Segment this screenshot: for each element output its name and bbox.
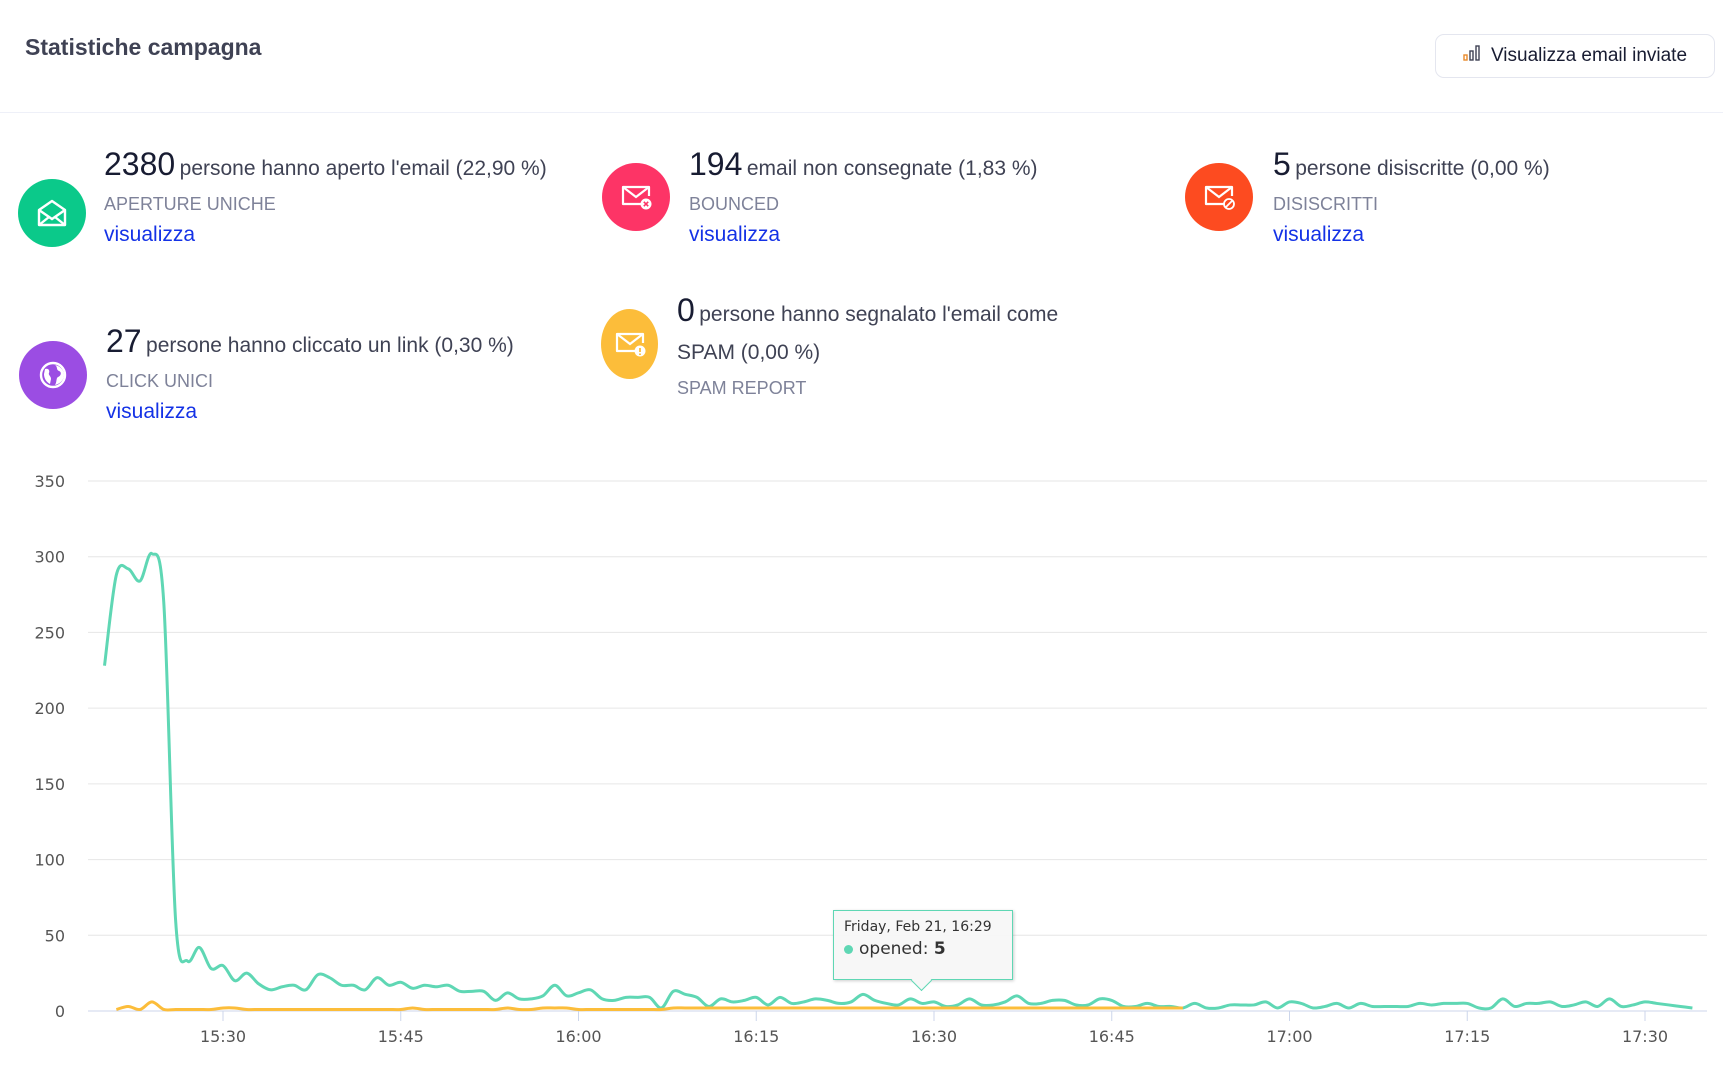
y-tick-label: 50 (45, 926, 65, 945)
x-tick-label: 15:30 (200, 1027, 246, 1046)
y-tick-label: 250 (34, 623, 65, 642)
mail-block-icon (1185, 163, 1253, 231)
clicks-view-link[interactable]: visualizza (106, 400, 198, 423)
tooltip-arrow (910, 969, 933, 992)
opens-view-link[interactable]: visualizza (104, 223, 196, 246)
series-dot-icon (844, 945, 853, 954)
unsubscribed-count: 5 (1273, 146, 1291, 182)
x-tick-label: 16:00 (555, 1027, 601, 1046)
clicks-description: persone hanno cliccato un link (0,30 %) (146, 334, 514, 357)
clicks-label: CLICK UNICI (106, 371, 214, 391)
bar-chart-icon (1463, 45, 1481, 67)
tooltip-title: Friday, Feb 21, 16:29 (844, 919, 992, 935)
view-sent-emails-label: Visualizza email inviate (1490, 45, 1688, 66)
mail-alert-icon (601, 309, 658, 379)
y-tick-label: 200 (34, 699, 65, 718)
view-sent-emails-button[interactable]: Visualizza email inviate (1435, 34, 1715, 78)
y-tick-label: 150 (34, 775, 65, 794)
x-tick-label: 17:15 (1444, 1027, 1490, 1046)
clicks-count: 27 (106, 323, 142, 359)
unsubscribed-description: persone disiscritte (0,00 %) (1295, 157, 1550, 180)
spam-label: SPAM REPORT (677, 378, 807, 398)
page-title: Statistiche campagna (25, 34, 262, 60)
series-2-line (115, 1000, 1183, 1012)
unsubscribed-label: DISISCRITTI (1273, 194, 1379, 214)
spam-count: 0 (677, 292, 695, 328)
x-tick-label: 17:00 (1266, 1027, 1312, 1046)
globe-icon (19, 341, 87, 409)
bounced-label: BOUNCED (689, 194, 780, 214)
bounced-description: email non consegnate (1,83 %) (746, 157, 1038, 180)
unsubscribed-view-link[interactable]: visualizza (1273, 223, 1365, 246)
y-tick-label: 0 (55, 1002, 65, 1021)
x-tick-label: 16:15 (733, 1027, 779, 1046)
header-divider (0, 112, 1723, 113)
x-tick-label: 16:30 (911, 1027, 957, 1046)
y-tick-label: 100 (34, 851, 65, 870)
y-tick-label: 300 (34, 548, 65, 567)
y-tick-label: 350 (34, 472, 65, 491)
opens-count: 2380 (104, 146, 176, 182)
bounced-count: 194 (689, 146, 743, 182)
x-tick-label: 17:30 (1622, 1027, 1668, 1046)
bounced-view-link[interactable]: visualizza (689, 223, 781, 246)
x-tick-label: 16:45 (1089, 1027, 1135, 1046)
mail-open-icon (18, 179, 86, 247)
chart-tooltip: Friday, Feb 21, 16:29 opened: 5 (833, 910, 1013, 992)
tooltip-series: opened (859, 939, 923, 959)
mail-x-icon (602, 163, 670, 231)
x-tick-label: 15:45 (378, 1027, 424, 1046)
opens-description: persone hanno aperto l'email (22,90 %) (179, 157, 547, 180)
tooltip-value: 5 (933, 939, 946, 959)
spam-description: persone hanno segnalato l'email come SPA… (677, 303, 1059, 364)
opens-label: APERTURE UNICHE (104, 194, 276, 214)
